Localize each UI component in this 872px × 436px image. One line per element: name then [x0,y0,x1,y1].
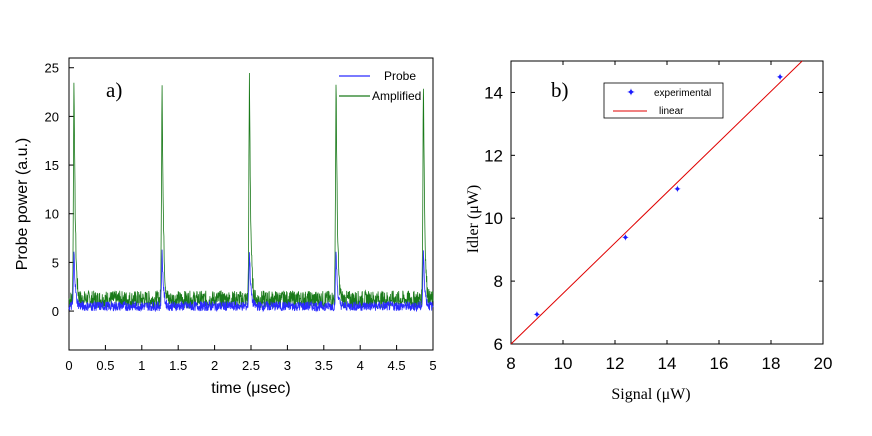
panel-a-ylabel: Probe power (a.u.) [14,138,31,271]
legend-probe-label: Probe [384,69,416,83]
x-tick-label: 2 [211,358,218,373]
series-amplified-line [68,72,434,310]
panel-a-label: a) [106,78,122,102]
legend-box [603,82,724,119]
x-tick-label: 1.5 [169,358,187,373]
x-tick-label: 10 [554,354,573,373]
panel-a-series [68,72,434,313]
x-tick-label: 4.5 [388,358,406,373]
x-tick-label: 1 [138,358,145,373]
y-tick-label: 5 [52,255,59,270]
y-tick-label: 25 [45,61,59,76]
x-tick-label: 16 [710,354,729,373]
y-tick-label: 10 [45,207,59,222]
x-tick-label: 18 [762,354,781,373]
y-tick-label: 6 [494,335,503,354]
y-tick-label: 14 [484,83,503,102]
y-tick-label: 8 [494,272,503,291]
y-tick-label: 15 [45,158,59,173]
experimental-point: ✦ [776,73,784,84]
x-tick-label: 5 [429,358,436,373]
series-probe-line [68,249,434,313]
panel-b-xlabel: Signal (μW) [611,386,690,403]
y-tick-label: 10 [484,209,503,228]
y-tick-label: 20 [45,109,59,124]
panel-a-xlabel: time (μsec) [211,380,290,397]
panel-a-legend: Probe Amplified [339,69,421,103]
panel-a-axis-ticks: 0 0.5 1 1.5 2 2.5 3 3.5 4 4.5 5 0 5 10 15 20 25 [45,61,437,373]
x-tick-label: 0.5 [96,358,114,373]
legend-experimental-label: experimental [654,88,711,99]
x-tick-label: 8 [506,354,515,373]
panel-b-series: ✦ ✦ ✦ ✦ [510,60,803,345]
x-tick-label: 3 [284,358,291,373]
x-tick-label: 3.5 [315,358,333,373]
legend-experimental-marker: ✦ [626,87,635,99]
y-tick-label: 0 [52,304,59,319]
panel-b-legend: ✦ experimental linear [603,82,724,119]
x-tick-label: 12 [606,354,625,373]
legend-amplified-label: Amplified [372,89,421,103]
linear-fit-line [510,60,803,345]
x-tick-label: 2.5 [242,358,260,373]
experimental-point: ✦ [533,310,541,321]
experimental-point: ✦ [621,233,629,244]
legend-linear-label: linear [659,106,684,117]
panel-a-chart: 0 0.5 1 1.5 2 2.5 3 3.5 4 4.5 5 0 5 10 15 20 25 a) time … [14,57,437,397]
x-tick-label: 4 [357,358,364,373]
x-tick-label: 0 [65,358,72,373]
panel-b-label: b) [551,78,569,102]
y-tick-label: 12 [484,146,503,165]
experimental-point: ✦ [673,184,681,195]
x-tick-label: 20 [814,354,833,373]
panel-b-ylabel: Idler (μW) [465,185,482,254]
x-tick-label: 14 [658,354,677,373]
